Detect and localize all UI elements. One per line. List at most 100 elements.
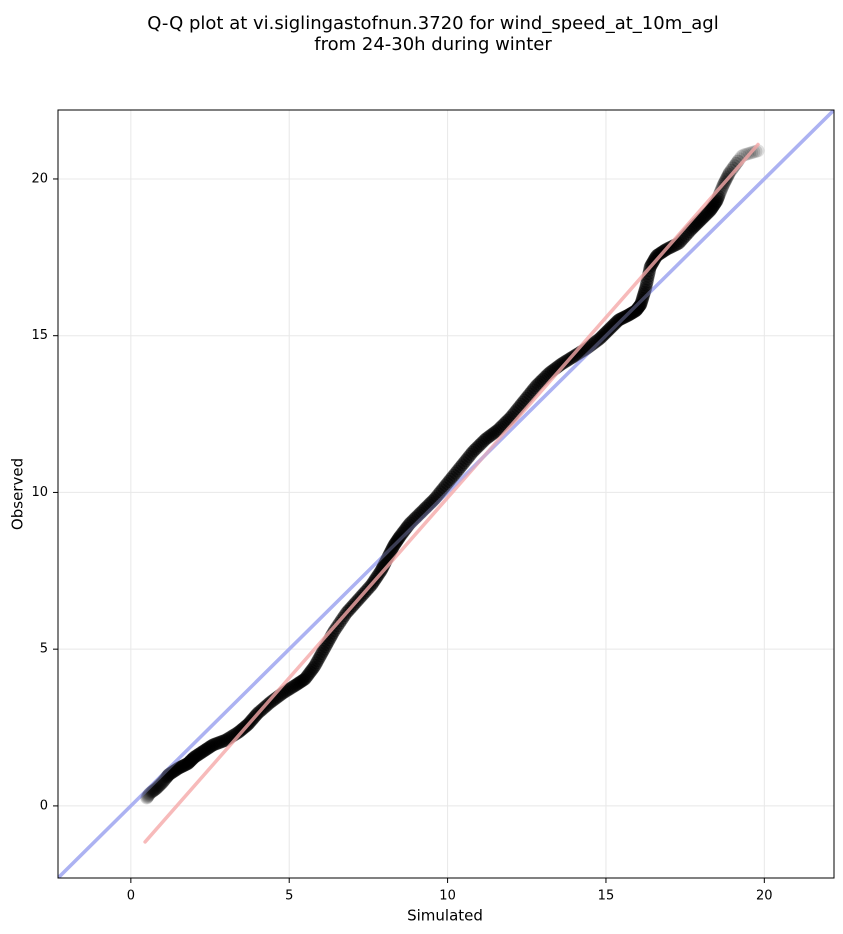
quantile-point [144, 785, 158, 799]
quantile-point [174, 760, 188, 774]
quantile-point [264, 695, 278, 709]
quantile-point [392, 531, 406, 545]
quantile-point [602, 323, 616, 337]
quantile-point [140, 790, 154, 804]
quantile-point [707, 199, 721, 213]
quantile-point [477, 434, 491, 448]
quantile-point [146, 784, 160, 798]
quantile-point [479, 432, 493, 446]
quantile-point [594, 330, 608, 344]
quantile-point [173, 760, 187, 774]
quantile-point [627, 305, 641, 319]
quantile-point [438, 479, 452, 493]
quantile-point [640, 275, 654, 289]
quantile-point [526, 383, 540, 397]
quantile-point [628, 304, 642, 318]
quantile-point [634, 298, 648, 312]
quantile-point [204, 739, 218, 753]
quantile-point [150, 781, 164, 795]
quantile-point [186, 752, 200, 766]
quantile-point [301, 668, 315, 682]
quantile-point [208, 737, 222, 751]
quantile-point [402, 518, 416, 532]
quantile-point [304, 663, 318, 677]
quantile-point [534, 374, 548, 388]
quantile-point [313, 649, 327, 663]
quantile-point [528, 381, 542, 395]
quantile-point [631, 301, 645, 315]
quantile-point [427, 493, 441, 507]
quantile-point [149, 782, 163, 796]
y-tick-label: 0 [40, 798, 48, 813]
quantile-point [698, 209, 712, 223]
quantile-point [316, 644, 330, 658]
quantile-point [489, 424, 503, 438]
quantile-point [482, 429, 496, 443]
quantile-point [207, 738, 221, 752]
quantile-point [213, 735, 227, 749]
x-tick-label: 10 [439, 889, 456, 904]
quantile-point [395, 526, 409, 540]
quantile-point [168, 763, 182, 777]
quantile-point [449, 466, 463, 480]
quantile-point [140, 791, 154, 805]
quantile-point [398, 523, 412, 537]
y-axis-label: Observed [9, 458, 27, 530]
quantile-point [311, 654, 325, 668]
quantile-point [420, 500, 434, 514]
quantile-point [143, 787, 157, 801]
quantile-point [583, 339, 597, 353]
quantile-point [166, 765, 180, 779]
chart-title-line-1: Q-Q plot at vi.siglingastofnun.3720 for … [147, 13, 718, 34]
quantile-point [703, 204, 717, 218]
quantile-point [722, 167, 736, 181]
quantile-point [182, 755, 196, 769]
quantile-point [385, 541, 399, 555]
quantile-point [635, 294, 649, 308]
quantile-point [152, 779, 166, 793]
quantile-point [394, 528, 408, 542]
quantile-point [171, 762, 185, 776]
quantile-point [637, 285, 651, 299]
quantile-point [405, 515, 419, 529]
quantile-point [291, 677, 305, 691]
quantile-point [444, 472, 458, 486]
quantile-point [383, 546, 397, 560]
quantile-point [412, 508, 426, 522]
quantile-point [388, 537, 402, 551]
quantile-point [158, 772, 172, 786]
quantile-point [163, 767, 177, 781]
quantile-point [389, 536, 403, 550]
quantile-point [648, 251, 662, 265]
quantile-point [689, 218, 703, 232]
quantile-point [286, 680, 300, 694]
quantile-point [160, 770, 174, 784]
quantile-point [623, 307, 637, 321]
quantile-point [296, 674, 310, 688]
quantile-point [185, 753, 199, 767]
quantile-point [601, 324, 615, 338]
quantile-point [714, 183, 728, 197]
quantile-point [470, 440, 484, 454]
quantile-point [555, 357, 569, 371]
quantile-point [212, 736, 226, 750]
quantile-point [182, 756, 196, 770]
quantile-point [285, 681, 299, 695]
quantile-point [524, 385, 538, 399]
quantile-point [607, 318, 621, 332]
quantile-point [179, 757, 193, 771]
quantile-point [408, 511, 422, 525]
quantile-point [307, 660, 321, 674]
quantile-point [694, 213, 708, 227]
quantile-point [218, 733, 232, 747]
quantile-point [621, 308, 635, 322]
identity-reference-line-overlay [58, 110, 834, 878]
quantile-point [487, 426, 501, 440]
quantile-point [570, 348, 584, 362]
quantile-point [613, 312, 627, 326]
quantile-point [403, 516, 417, 530]
quantile-point [462, 449, 476, 463]
quantile-point [178, 758, 192, 772]
quantile-point [375, 561, 389, 575]
quantile-point [390, 535, 404, 549]
